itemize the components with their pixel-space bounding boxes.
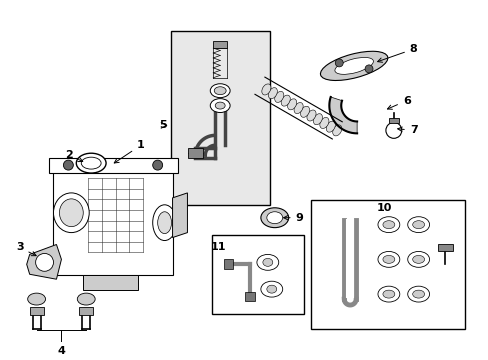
Ellipse shape <box>260 208 288 228</box>
Ellipse shape <box>266 285 276 293</box>
Text: 7: 7 <box>397 125 417 135</box>
Ellipse shape <box>385 122 401 138</box>
Ellipse shape <box>152 160 163 170</box>
Polygon shape <box>213 41 226 48</box>
Ellipse shape <box>382 290 394 298</box>
Ellipse shape <box>335 59 343 67</box>
Ellipse shape <box>407 217 428 233</box>
Ellipse shape <box>260 281 282 297</box>
Ellipse shape <box>53 193 89 233</box>
Ellipse shape <box>382 221 394 229</box>
Ellipse shape <box>274 91 283 103</box>
Polygon shape <box>48 158 177 173</box>
Text: 6: 6 <box>386 96 410 109</box>
Ellipse shape <box>412 255 424 264</box>
Polygon shape <box>329 97 356 133</box>
Ellipse shape <box>382 255 394 264</box>
Ellipse shape <box>263 258 272 266</box>
Bar <box>170 31 269 205</box>
Text: 8: 8 <box>377 44 417 62</box>
Ellipse shape <box>293 103 303 114</box>
Text: 2: 2 <box>65 150 82 162</box>
Ellipse shape <box>210 99 230 113</box>
Polygon shape <box>224 260 233 269</box>
Text: 11: 11 <box>210 243 225 252</box>
Polygon shape <box>30 307 43 315</box>
Polygon shape <box>188 148 203 158</box>
Polygon shape <box>438 244 452 251</box>
Ellipse shape <box>377 286 399 302</box>
Ellipse shape <box>407 286 428 302</box>
Text: 1: 1 <box>114 140 144 163</box>
Ellipse shape <box>266 212 282 224</box>
Ellipse shape <box>28 293 45 305</box>
Ellipse shape <box>157 212 171 234</box>
Polygon shape <box>388 118 398 123</box>
Polygon shape <box>172 193 187 238</box>
Ellipse shape <box>377 251 399 267</box>
Ellipse shape <box>306 110 315 121</box>
Ellipse shape <box>412 290 424 298</box>
Ellipse shape <box>412 221 424 229</box>
Ellipse shape <box>300 106 309 117</box>
Ellipse shape <box>215 102 224 109</box>
Ellipse shape <box>214 87 225 95</box>
Polygon shape <box>53 170 172 275</box>
Ellipse shape <box>332 125 341 136</box>
Bar <box>212 235 303 314</box>
Ellipse shape <box>77 293 95 305</box>
Ellipse shape <box>63 160 73 170</box>
Bar <box>311 200 464 329</box>
Polygon shape <box>27 244 61 279</box>
Ellipse shape <box>261 84 270 95</box>
Ellipse shape <box>76 153 106 173</box>
Text: 5: 5 <box>159 121 166 130</box>
Ellipse shape <box>60 199 83 227</box>
Ellipse shape <box>210 84 230 98</box>
Text: 9: 9 <box>283 213 303 223</box>
Ellipse shape <box>325 121 335 132</box>
Ellipse shape <box>320 51 387 81</box>
Ellipse shape <box>281 95 290 106</box>
Ellipse shape <box>152 205 176 240</box>
Ellipse shape <box>334 58 373 74</box>
Polygon shape <box>83 275 138 290</box>
Ellipse shape <box>407 251 428 267</box>
Ellipse shape <box>36 253 53 271</box>
Text: 4: 4 <box>58 346 65 356</box>
Ellipse shape <box>81 157 101 169</box>
Polygon shape <box>79 307 93 315</box>
Ellipse shape <box>268 87 277 99</box>
Ellipse shape <box>256 255 278 270</box>
Text: 10: 10 <box>375 203 391 213</box>
Polygon shape <box>244 292 254 301</box>
Ellipse shape <box>319 117 328 129</box>
Ellipse shape <box>313 114 322 125</box>
Ellipse shape <box>377 217 399 233</box>
Ellipse shape <box>287 99 296 110</box>
Text: 3: 3 <box>16 243 36 256</box>
Ellipse shape <box>365 65 372 73</box>
